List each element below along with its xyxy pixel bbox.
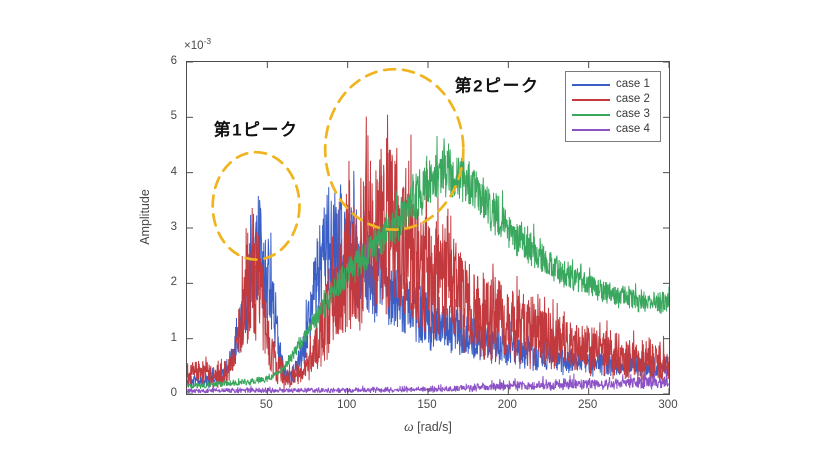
y-axis-label: Amplitude bbox=[138, 189, 152, 245]
y-tick-label: 2 bbox=[170, 276, 177, 289]
y-tick-label: 4 bbox=[170, 165, 177, 178]
legend-line-swatch bbox=[572, 128, 610, 131]
legend: case 1 case 2 case 3 case 4 bbox=[565, 71, 661, 142]
legend-line-swatch bbox=[572, 113, 610, 116]
x-tick-label: 50 bbox=[259, 399, 273, 411]
legend-label: case 4 bbox=[616, 123, 650, 135]
omega-symbol: ω bbox=[404, 419, 414, 434]
legend-label: case 1 bbox=[616, 78, 650, 90]
legend-line-swatch bbox=[572, 98, 610, 101]
peak-annotation-text: 第1ピーク bbox=[213, 120, 299, 140]
legend-entry-case-4: case 4 bbox=[566, 122, 660, 137]
x-tick-label: 100 bbox=[337, 399, 357, 411]
y-tick-label: 1 bbox=[170, 331, 177, 344]
legend-entry-case-2: case 2 bbox=[566, 92, 660, 107]
legend-entry-case-1: case 1 bbox=[566, 77, 660, 92]
y-tick-label: 6 bbox=[170, 55, 177, 67]
x-tick-label: 250 bbox=[578, 399, 598, 411]
x-tick-label: 150 bbox=[417, 399, 437, 411]
x-tick-label: 300 bbox=[658, 399, 678, 411]
y-axis-exponent-label: ×10-3 bbox=[184, 36, 212, 52]
y-tick-label: 3 bbox=[170, 221, 177, 233]
legend-entry-case-3: case 3 bbox=[566, 107, 660, 122]
x-axis-unit: [rad/s] bbox=[413, 420, 452, 434]
x-tick-label: 200 bbox=[497, 399, 517, 411]
plot-area: 第1ピーク 第2ピーク case 1 case 2 case 3 case 4 bbox=[186, 61, 670, 395]
x-axis-label: ω [rad/s] bbox=[318, 419, 538, 435]
legend-label: case 2 bbox=[616, 93, 650, 105]
peak-annotation-text: 第2ピーク bbox=[454, 76, 540, 96]
y-tick-label: 0 bbox=[170, 387, 177, 399]
legend-label: case 3 bbox=[616, 108, 650, 120]
y-tick-label: 5 bbox=[170, 110, 177, 123]
legend-line-swatch bbox=[572, 83, 610, 86]
